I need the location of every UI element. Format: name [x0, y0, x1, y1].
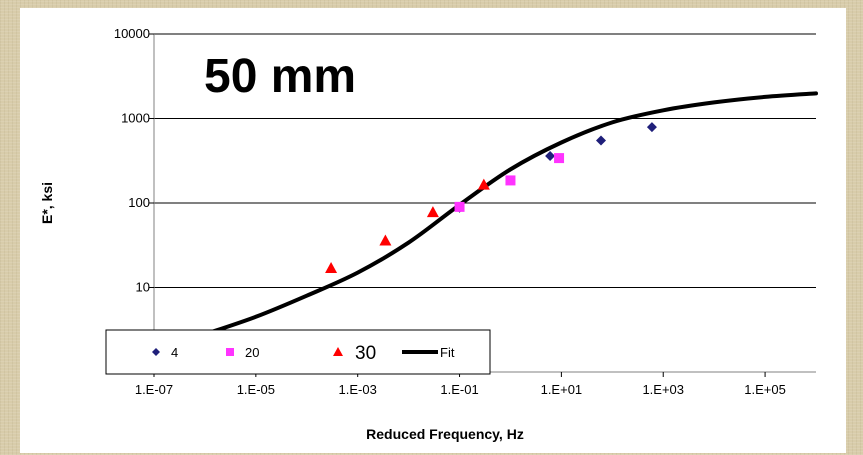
y-tick-label: 10000 — [114, 26, 150, 41]
grid-layer — [154, 33, 816, 288]
x-tick-label: 1.E+05 — [744, 382, 786, 397]
x-tick-label: 1.E+01 — [541, 382, 583, 397]
x-tick-label: 1.E-05 — [237, 382, 275, 397]
data-point-series-30 — [426, 206, 439, 218]
legend-items: 4 20 30 Fit — [152, 343, 455, 364]
legend-swatch-20 — [226, 348, 234, 356]
x-tick-label: 1.E+03 — [642, 382, 684, 397]
data-point-series-20 — [554, 153, 565, 164]
x-tick-label: 1.E-03 — [339, 382, 377, 397]
data-point-series-30 — [325, 262, 338, 274]
fit-curve — [202, 91, 818, 337]
legend-swatch-4 — [152, 348, 160, 356]
x-axis-title: Reduced Frequency, Hz — [366, 426, 524, 442]
data-point-series-4 — [596, 135, 607, 146]
y-tick-label: 100 — [128, 195, 150, 210]
legend: 4 20 30 Fit — [105, 329, 491, 375]
data-point-series-4 — [646, 122, 657, 133]
data-point-series-30 — [477, 178, 490, 190]
points-layer — [325, 122, 657, 274]
y-tick-label: 10 — [136, 280, 150, 295]
legend-label: 4 — [171, 345, 178, 360]
legend-swatch-30 — [333, 347, 343, 356]
y-axis-title: E*, ksi — [39, 182, 55, 224]
data-point-series-20 — [454, 201, 465, 212]
ticks-layer: 10 100 1000 10000 1.E-07 1.E-05 1.E-03 1.E-01 1.… — [114, 26, 786, 397]
chart-svg: 10 100 1000 10000 1.E-07 1.E-05 1.E-03 1.E-01 1.… — [39, 26, 818, 442]
data-point-series-4 — [545, 150, 556, 161]
data-point-series-30 — [379, 234, 392, 246]
data-point-series-20 — [505, 175, 516, 186]
y-tick-label: 1000 — [121, 111, 150, 126]
legend-label: Fit — [440, 345, 455, 360]
fit-layer — [202, 91, 818, 337]
legend-label: 20 — [245, 345, 259, 360]
x-tick-label: 1.E-07 — [135, 382, 173, 397]
chart-title: 50 mm — [204, 50, 356, 103]
legend-label: 30 — [355, 343, 376, 364]
x-tick-label: 1.E-01 — [440, 382, 478, 397]
chart-panel: 10 100 1000 10000 1.E-07 1.E-05 1.E-03 1.E-01 1.… — [20, 8, 846, 453]
